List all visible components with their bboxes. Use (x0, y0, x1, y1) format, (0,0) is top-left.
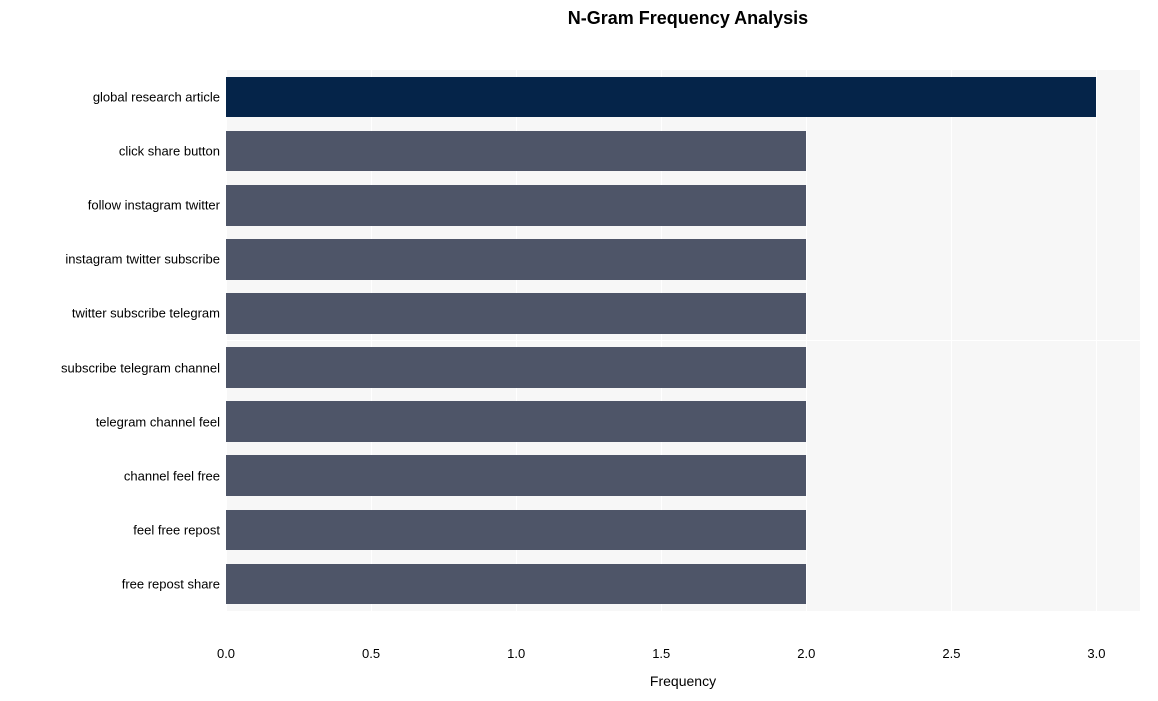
x-axis-label: Frequency (226, 673, 1140, 689)
plot-area: 0.00.51.01.52.02.53.0global research art… (226, 43, 1140, 638)
grid-line (1096, 43, 1097, 638)
x-tick-label: 2.5 (942, 638, 960, 661)
y-tick-label: twitter subscribe telegram (72, 306, 226, 321)
y-tick-label: instagram twitter subscribe (65, 252, 226, 267)
x-tick-label: 2.0 (797, 638, 815, 661)
y-tick-label: follow instagram twitter (88, 198, 226, 213)
bar (226, 455, 806, 496)
y-tick-label: global research article (93, 90, 226, 105)
y-tick-label: free repost share (122, 576, 226, 591)
x-tick-label: 0.5 (362, 638, 380, 661)
y-tick-label: channel feel free (124, 468, 226, 483)
x-tick-label: 1.0 (507, 638, 525, 661)
bar (226, 347, 806, 388)
y-tick-label: subscribe telegram channel (61, 360, 226, 375)
grid-line (951, 43, 952, 638)
x-tick-label: 1.5 (652, 638, 670, 661)
chart-title: N-Gram Frequency Analysis (8, 8, 1150, 29)
bar (226, 239, 806, 280)
y-tick-label: click share button (119, 144, 226, 159)
x-tick-label: 3.0 (1087, 638, 1105, 661)
bar (226, 564, 806, 605)
bar (226, 401, 806, 442)
y-tick-label: feel free repost (133, 522, 226, 537)
bar (226, 131, 806, 172)
x-tick-label: 0.0 (217, 638, 235, 661)
y-tick-label: telegram channel feel (96, 414, 226, 429)
bar (226, 293, 806, 334)
grid-line (806, 43, 807, 638)
bar (226, 77, 1096, 118)
bar (226, 185, 806, 226)
bar (226, 510, 806, 551)
ngram-chart: N-Gram Frequency Analysis 0.00.51.01.52.… (8, 8, 1150, 693)
